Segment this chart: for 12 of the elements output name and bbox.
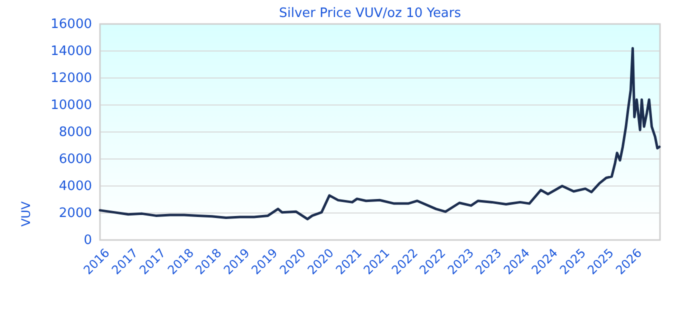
y-tick-label: 16000 — [50, 17, 92, 32]
y-tick-label: 14000 — [50, 44, 92, 60]
y-tick-label: 0 — [84, 233, 92, 248]
line-series — [98, 47, 661, 220]
y-tick-label: 12000 — [50, 71, 92, 86]
chart-title: Silver Price VUV/oz 10 Years — [278, 6, 462, 21]
y-axis-title: VUV — [19, 200, 33, 227]
y-tick-label: 4000 — [58, 179, 92, 194]
y-tick-label: 2000 — [58, 206, 92, 222]
y-tick-label: 6000 — [58, 152, 92, 168]
y-tick-label: 8000 — [58, 125, 92, 140]
y-tick-label: 10000 — [50, 98, 92, 114]
